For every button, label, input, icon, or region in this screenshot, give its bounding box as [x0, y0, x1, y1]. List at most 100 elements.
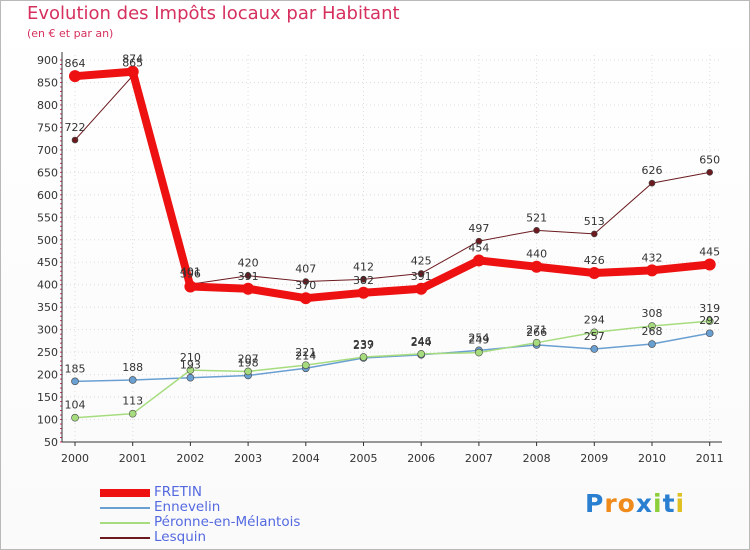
data-label: 268 — [642, 325, 663, 338]
data-label: 319 — [699, 302, 720, 315]
legend-item: Ennevelin — [100, 500, 360, 515]
data-label: 864 — [65, 57, 86, 70]
data-label: 454 — [468, 241, 489, 254]
logo-letter: i — [653, 489, 663, 518]
legend-label: FRETIN — [154, 484, 203, 500]
data-label: 513 — [584, 215, 605, 228]
data-label: 432 — [642, 251, 663, 264]
data-label: 207 — [238, 352, 259, 365]
x-tick-label: 2008 — [523, 452, 551, 465]
data-label: 382 — [353, 274, 374, 287]
data-point — [532, 338, 541, 347]
data-point — [705, 329, 714, 338]
y-tick-label: 150 — [37, 391, 58, 404]
data-point — [415, 282, 428, 295]
data-point — [646, 264, 658, 277]
data-label: 401 — [180, 265, 201, 278]
y-tick-label: 650 — [37, 166, 58, 179]
data-label: 396 — [180, 268, 201, 281]
y-tick-label: 50 — [44, 436, 58, 449]
data-point — [475, 237, 483, 245]
data-label: 308 — [642, 307, 663, 320]
data-point — [186, 366, 195, 374]
data-label: 237 — [353, 339, 374, 352]
x-tick-label: 2000 — [61, 452, 89, 465]
data-point — [71, 136, 79, 144]
y-tick-label: 700 — [37, 144, 58, 157]
data-point — [475, 348, 483, 357]
data-point — [357, 286, 370, 299]
data-point — [301, 361, 310, 369]
logo-letter: i — [675, 489, 686, 518]
x-tick-label: 2007 — [465, 452, 493, 465]
data-point — [417, 350, 426, 358]
data-point — [472, 254, 485, 267]
data-label: 104 — [65, 399, 86, 412]
data-label: 865 — [122, 57, 143, 70]
logo-letter: x — [635, 489, 653, 518]
legend-swatch — [100, 489, 150, 497]
data-point — [530, 260, 543, 273]
y-tick-label: 800 — [37, 99, 58, 112]
data-label: 188 — [122, 361, 143, 374]
x-tick-label: 2003 — [234, 452, 262, 465]
data-label: 254 — [468, 331, 489, 344]
data-label: 426 — [584, 254, 605, 267]
x-tick-label: 2010 — [638, 452, 666, 465]
legend-item: FRETIN — [100, 485, 360, 500]
data-label: 239 — [353, 338, 374, 351]
y-tick-label: 250 — [37, 346, 58, 359]
data-label: 193 — [180, 359, 201, 372]
y-tick-label: 100 — [37, 414, 58, 427]
data-point — [533, 227, 540, 234]
legend-label: Péronne-en-Mélantois — [154, 514, 301, 530]
data-label: 391 — [238, 270, 259, 283]
data-label: 271 — [526, 324, 547, 337]
data-point — [71, 377, 79, 386]
x-tick-label: 2004 — [292, 452, 320, 465]
chart-title: Evolution des Impôts locaux par Habitant — [27, 3, 400, 24]
y-tick-label: 500 — [37, 234, 58, 247]
x-tick-label: 2002 — [176, 452, 204, 465]
y-tick-label: 400 — [37, 279, 58, 292]
data-label: 425 — [411, 254, 432, 267]
logo-letter: t — [662, 489, 676, 518]
data-point — [590, 345, 599, 353]
y-tick-label: 850 — [37, 76, 58, 89]
data-label: 257 — [584, 330, 605, 343]
data-label: 185 — [65, 362, 86, 375]
y-tick-label: 450 — [37, 256, 58, 269]
data-point — [590, 230, 598, 238]
y-tick-label: 300 — [37, 324, 58, 337]
proxiti-logo: Proxiti — [585, 489, 685, 518]
data-point — [128, 376, 137, 384]
data-label: 294 — [584, 313, 605, 326]
data-point — [244, 367, 252, 376]
data-label: 246 — [411, 335, 432, 348]
x-tick-label: 2006 — [407, 452, 435, 465]
series-line-p-ronne-en-m-lantois — [74, 320, 711, 419]
data-point — [359, 353, 368, 361]
data-label: 722 — [65, 121, 86, 134]
chart-subtitle: (en € et par an) — [27, 27, 114, 40]
data-point — [244, 272, 252, 280]
data-point — [126, 65, 139, 78]
data-point — [588, 267, 601, 280]
data-point — [703, 258, 716, 271]
data-label: 221 — [295, 346, 316, 359]
data-label: 249 — [468, 334, 489, 347]
data-label: 198 — [238, 356, 259, 369]
data-point — [706, 169, 714, 176]
chart-legend: FRETIN Ennevelin Péronne-en-Mélantois Lesqu… — [100, 485, 360, 545]
data-label: 266 — [526, 326, 547, 339]
data-label: 210 — [180, 351, 201, 364]
data-point — [302, 278, 310, 285]
logo-letter: P — [585, 489, 605, 518]
legend-label: Lesquin — [154, 529, 207, 545]
logo-letter: o — [617, 489, 636, 518]
legend-item: Lesquin — [100, 530, 360, 545]
y-tick-label: 600 — [37, 189, 58, 202]
x-tick-label: 2001 — [119, 452, 147, 465]
data-point — [705, 317, 714, 325]
